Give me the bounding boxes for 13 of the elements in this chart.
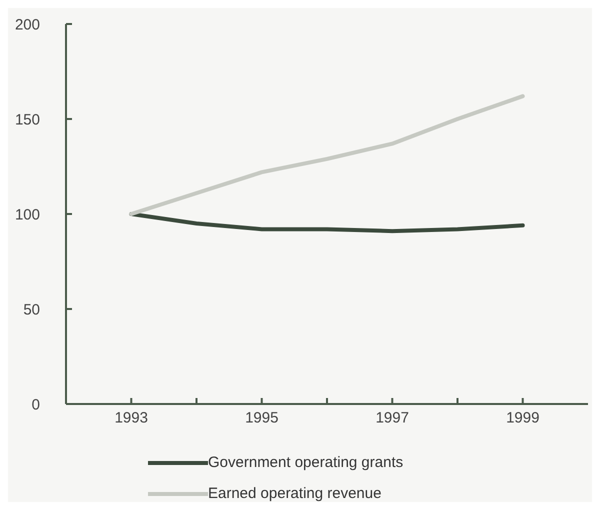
y-tick-label: 200: [14, 16, 40, 34]
x-tick-label: 1999: [506, 410, 540, 427]
y-tick-label: 150: [14, 111, 40, 128]
x-tick-label: 1993: [114, 410, 148, 427]
line-series: [129, 212, 525, 234]
y-tick-label: 50: [23, 301, 40, 318]
y-tick-label: 0: [32, 396, 40, 414]
x-tick-label: 1995: [245, 410, 278, 427]
x-tick-label: 1997: [376, 410, 409, 427]
y-tick-label: 100: [14, 206, 40, 224]
legend-label: Earned operating revenue: [208, 485, 382, 502]
line-series: [129, 94, 525, 216]
legend-label: Government operating grants: [208, 454, 404, 471]
